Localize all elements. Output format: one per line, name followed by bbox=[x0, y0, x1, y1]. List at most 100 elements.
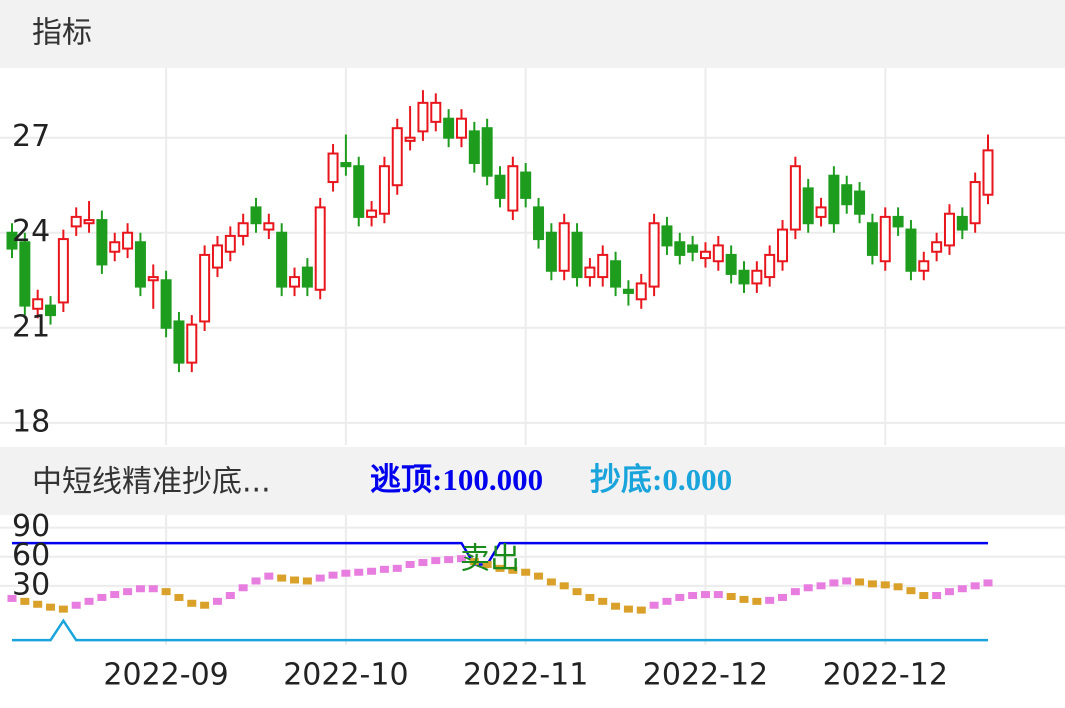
indicator-dot bbox=[33, 600, 43, 608]
y-tick-label: 30 bbox=[12, 567, 50, 602]
x-tick-label: 2022-11 bbox=[463, 658, 588, 693]
indicator-dot bbox=[636, 606, 646, 614]
candle-body bbox=[969, 181, 981, 225]
indicator-dot bbox=[932, 592, 942, 600]
indicator-dot bbox=[790, 588, 800, 596]
candle-body bbox=[751, 269, 763, 285]
indicator-title: 中短线精准抄底... bbox=[32, 465, 271, 500]
indicator-dot bbox=[688, 592, 698, 600]
candle-body bbox=[815, 206, 827, 218]
indicator-dot bbox=[957, 585, 967, 593]
header-bar bbox=[0, 0, 1065, 68]
candle-body bbox=[83, 219, 95, 225]
indicator-dot bbox=[919, 592, 929, 600]
indicator-dot bbox=[367, 567, 377, 575]
indicator-dot bbox=[983, 579, 993, 587]
candle-body bbox=[404, 136, 416, 142]
y-tick-label: 60 bbox=[12, 538, 50, 573]
indicator-dot bbox=[816, 582, 826, 590]
indicator-dot bbox=[623, 605, 633, 613]
candle-body bbox=[211, 244, 223, 269]
candle-body bbox=[866, 222, 878, 256]
candle-body bbox=[789, 165, 801, 231]
candle-body bbox=[237, 222, 249, 237]
candle-body bbox=[661, 225, 673, 247]
indicator-dot bbox=[290, 576, 300, 584]
indicator-dot bbox=[867, 580, 877, 588]
candle-body bbox=[533, 206, 545, 241]
legend-entry: 逃顶:100.000 bbox=[370, 462, 543, 497]
indicator-dot bbox=[713, 591, 723, 599]
candle-body bbox=[276, 231, 288, 288]
candle-body bbox=[340, 162, 352, 168]
indicator-dot bbox=[906, 587, 916, 595]
candle-body bbox=[841, 184, 853, 206]
y-tick-label: 90 bbox=[12, 509, 50, 544]
indicator-dot bbox=[123, 588, 133, 596]
candle-body bbox=[597, 253, 609, 279]
indicator-dot bbox=[444, 556, 454, 564]
x-tick-label: 2022-09 bbox=[103, 658, 228, 693]
candle-body bbox=[199, 253, 211, 323]
y-tick-label: 27 bbox=[12, 119, 50, 154]
candle-body bbox=[301, 266, 313, 288]
candle-body bbox=[879, 215, 891, 263]
candle-body bbox=[289, 276, 301, 288]
indicator-dot bbox=[700, 591, 710, 599]
candle-body bbox=[494, 174, 506, 199]
candle-body bbox=[147, 276, 159, 282]
candle-body bbox=[122, 231, 134, 250]
candle-body bbox=[507, 165, 519, 212]
candle-body bbox=[57, 238, 69, 304]
indicator-dot bbox=[880, 581, 890, 589]
indicator-dot bbox=[7, 594, 17, 602]
candle-body bbox=[622, 288, 634, 294]
candle-body bbox=[802, 187, 814, 225]
x-tick-label: 2022-12 bbox=[823, 658, 948, 693]
legend-entry: 抄底:0.000 bbox=[590, 462, 732, 497]
candle-body bbox=[545, 231, 557, 272]
candle-body bbox=[725, 253, 737, 275]
candle-body bbox=[712, 244, 724, 263]
indicator-dot bbox=[379, 565, 389, 573]
candle-body bbox=[160, 279, 172, 329]
indicator-dot bbox=[521, 568, 531, 576]
candle-body bbox=[32, 298, 44, 310]
indicator-dot bbox=[251, 577, 261, 585]
candle-body bbox=[443, 117, 455, 139]
candle-body bbox=[417, 101, 429, 133]
candle-body bbox=[263, 222, 275, 231]
candle-body bbox=[931, 241, 943, 253]
candle-body bbox=[918, 260, 930, 272]
indicator-dot bbox=[495, 564, 505, 572]
candle-body bbox=[109, 241, 121, 253]
candle-body bbox=[6, 231, 18, 250]
indicator-dot bbox=[225, 592, 235, 600]
y-tick-label: 24 bbox=[12, 214, 50, 249]
candle-body bbox=[674, 241, 686, 256]
candle-body bbox=[224, 234, 236, 253]
indicator-dot bbox=[803, 584, 813, 592]
indicator-dot bbox=[572, 588, 582, 596]
indicator-dot bbox=[469, 558, 479, 566]
indicator-dot bbox=[187, 599, 197, 607]
indicator-dot bbox=[354, 568, 364, 576]
indicator-header-bar bbox=[0, 447, 1065, 515]
candle-body bbox=[366, 209, 378, 218]
candle-body bbox=[353, 165, 365, 218]
indicator-dot bbox=[675, 593, 685, 601]
candle-body bbox=[854, 190, 866, 215]
candle-body bbox=[764, 253, 776, 279]
indicator-dot bbox=[135, 585, 145, 593]
indicator-dot bbox=[71, 601, 81, 609]
indicator-dot bbox=[662, 597, 672, 605]
indicator-dot bbox=[765, 596, 775, 604]
indicator-dot bbox=[328, 571, 338, 579]
indicator-dot bbox=[84, 597, 94, 605]
candle-body bbox=[134, 241, 146, 288]
indicator-dot bbox=[161, 588, 171, 596]
indicator-dot bbox=[277, 574, 287, 582]
indicator-dot bbox=[58, 605, 68, 613]
